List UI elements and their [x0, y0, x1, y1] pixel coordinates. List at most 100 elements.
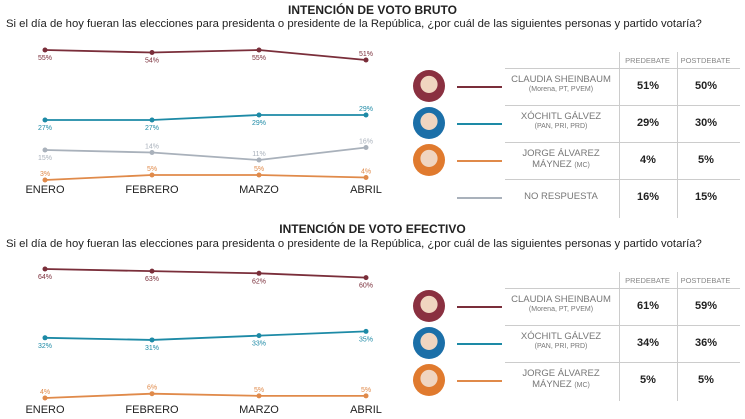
- table-row: JORGE ÁLVAREZ MÁYNEZ (MC) 5% 5%: [405, 362, 740, 399]
- data-point: [256, 393, 262, 399]
- data-point: [256, 333, 262, 339]
- candidate-name: CLAUDIA SHEINBAUM (Morena, PT, PVEM): [505, 294, 617, 314]
- predebate-value: 4%: [640, 154, 656, 166]
- candidate-photo: [413, 107, 445, 139]
- predebate-value: 34%: [636, 337, 660, 349]
- data-label: 63%: [145, 276, 159, 283]
- data-label: 6%: [147, 385, 157, 392]
- data-label: 4%: [40, 389, 50, 396]
- series-line: [44, 392, 366, 399]
- data-point: [363, 57, 369, 63]
- data-point: [149, 172, 155, 178]
- divider: [505, 68, 740, 69]
- legend-line: [457, 380, 502, 382]
- table-row: JORGE ÁLVAREZ MÁYNEZ (MC) 4% 5%: [405, 142, 740, 179]
- table-header: POSTDEBATE: [680, 56, 731, 65]
- predebate-value: 51%: [636, 80, 660, 92]
- name-text: CLAUDIA SHEINBAUM: [511, 294, 611, 305]
- data-label: 27%: [145, 125, 159, 132]
- data-point: [42, 147, 48, 153]
- postdebate-value: 59%: [694, 300, 718, 312]
- data-point: [149, 150, 155, 155]
- candidate-photo: [413, 364, 445, 396]
- candidate-name: NO RESPUESTA: [505, 191, 617, 202]
- predebate-value: 29%: [636, 117, 660, 129]
- series-line: [44, 49, 367, 61]
- predebate-value: 61%: [636, 300, 660, 312]
- x-tick-label: FEBRERO: [125, 404, 179, 416]
- table-row: XÓCHITL GÁLVEZ (PAN, PRI, PRD) 29% 30%: [405, 105, 740, 142]
- postdebate-value: 50%: [694, 80, 718, 92]
- data-label: 60%: [359, 283, 373, 290]
- party-text: (MC): [574, 382, 590, 389]
- divider: [677, 52, 678, 218]
- candidate-name: JORGE ÁLVAREZ MÁYNEZ (MC): [505, 368, 617, 390]
- candidate-name: CLAUDIA SHEINBAUM (Morena, PT, PVEM): [505, 74, 617, 94]
- postdebate-value: 5%: [698, 374, 714, 386]
- data-label: 31%: [145, 345, 159, 352]
- legend-line: [457, 343, 502, 345]
- x-tick-label: ENERO: [25, 184, 65, 196]
- predebate-value: 5%: [640, 374, 656, 386]
- divider: [505, 142, 740, 143]
- data-label: 35%: [359, 336, 373, 343]
- data-point: [363, 175, 369, 180]
- data-label: 27%: [38, 125, 52, 132]
- data-label: 11%: [252, 151, 266, 158]
- divider: [505, 105, 740, 106]
- data-label: 55%: [38, 55, 52, 62]
- data-point: [42, 177, 48, 183]
- data-label: 29%: [359, 106, 373, 113]
- name-text: XÓCHITL GÁLVEZ: [520, 331, 602, 342]
- divider: [505, 288, 740, 289]
- data-point: [256, 47, 262, 53]
- data-point: [363, 328, 369, 334]
- candidate-photo: [413, 327, 445, 359]
- divider: [505, 325, 740, 326]
- postdebate-value: 5%: [698, 154, 714, 166]
- postdebate-value: 15%: [694, 191, 718, 203]
- data-label: 32%: [38, 343, 52, 350]
- divider: [619, 272, 620, 401]
- party-text: (PAN, PRI, PRD): [534, 343, 588, 350]
- x-tick-label: MARZO: [239, 404, 279, 416]
- candidate-photo: [413, 290, 445, 322]
- series-line: [44, 330, 367, 341]
- data-point: [149, 337, 155, 343]
- name-text: JORGE ÁLVAREZ MÁYNEZ: [522, 148, 600, 170]
- data-point: [256, 112, 262, 118]
- x-tick-label: MARZO: [239, 184, 279, 196]
- data-point: [363, 112, 369, 118]
- table-row: XÓCHITL GÁLVEZ (PAN, PRI, PRD) 34% 36%: [405, 325, 740, 362]
- data-label: 15%: [38, 155, 52, 162]
- x-tick-label: ENERO: [25, 404, 65, 416]
- candidate-photo: [413, 144, 445, 176]
- data-label: 4%: [361, 169, 371, 176]
- data-label: 51%: [359, 51, 373, 58]
- party-text: (MC): [574, 162, 590, 169]
- name-text: JORGE ÁLVAREZ MÁYNEZ: [522, 368, 600, 390]
- divider: [677, 272, 678, 401]
- data-point: [149, 268, 155, 274]
- data-point: [363, 275, 369, 281]
- chart-title-bruto: INTENCIÓN DE VOTO BRUTO: [288, 3, 457, 17]
- data-label: 5%: [254, 387, 264, 394]
- data-point: [363, 393, 369, 399]
- data-point: [42, 47, 48, 53]
- table-header: POSTDEBATE: [680, 276, 731, 285]
- data-label: 62%: [252, 278, 266, 285]
- legend-line: [457, 160, 502, 162]
- data-point: [256, 270, 262, 276]
- table-header: PREDEBATE: [625, 276, 670, 285]
- x-tick-label: FEBRERO: [125, 184, 179, 196]
- candidate-name: XÓCHITL GÁLVEZ (PAN, PRI, PRD): [505, 111, 617, 131]
- data-label: 64%: [38, 274, 52, 281]
- series-line: [44, 174, 367, 181]
- data-point: [256, 172, 262, 178]
- series-line: [44, 268, 367, 279]
- data-label: 54%: [145, 58, 159, 65]
- table-row: CLAUDIA SHEINBAUM (Morena, PT, PVEM) 51% 50…: [405, 68, 740, 105]
- legend-line: [457, 86, 502, 88]
- data-label: 33%: [252, 341, 266, 348]
